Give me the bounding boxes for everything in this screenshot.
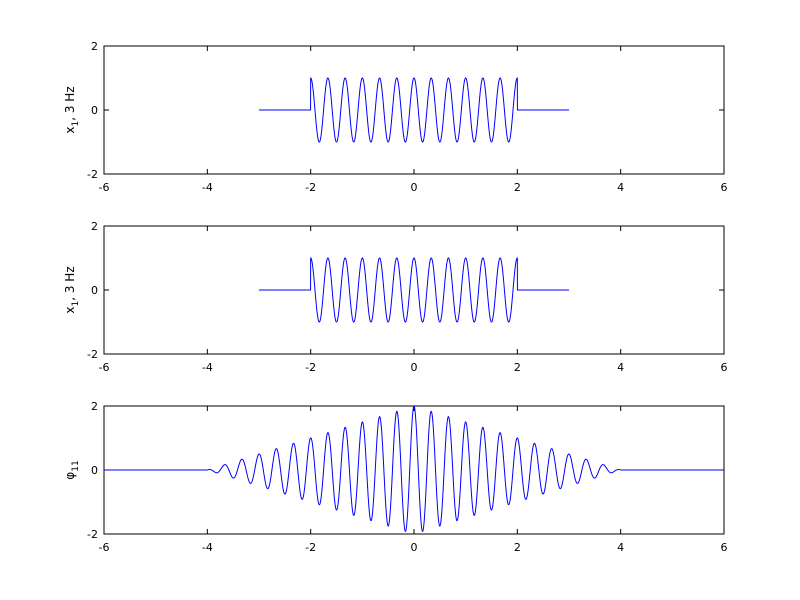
- x-tick-label: 0: [411, 361, 418, 374]
- y-tick-label: 0: [91, 104, 98, 117]
- x-tick-label: 2: [514, 181, 521, 194]
- x-tick-label: 4: [617, 361, 624, 374]
- x-tick-label: -4: [202, 361, 213, 374]
- x-tick-label: 2: [514, 541, 521, 554]
- x-tick-label: -4: [202, 541, 213, 554]
- y-tick-label: 0: [91, 284, 98, 297]
- y-tick-label: 2: [91, 400, 98, 413]
- y-tick-label: -2: [87, 168, 98, 181]
- x-tick-label: 4: [617, 541, 624, 554]
- series-line: [259, 257, 569, 323]
- x-tick-label: -2: [305, 541, 316, 554]
- series-line: [104, 406, 724, 532]
- axes-frame: [103, 45, 725, 175]
- x-tick-label: 2: [514, 361, 521, 374]
- x-tick-label: 0: [411, 181, 418, 194]
- y-tick-label: 2: [91, 40, 98, 53]
- x-tick-label: 6: [721, 181, 728, 194]
- x-tick-label: 6: [721, 361, 728, 374]
- y-axis-label: x1, 3 Hz: [63, 266, 81, 313]
- x-tick-label: -6: [99, 541, 110, 554]
- subplot-1: -6 -4 -2 0 2 4 6 -2 0 2 x1, 3 Hz: [63, 40, 728, 194]
- x-tick-label: -4: [202, 181, 213, 194]
- y-tick-label: 0: [91, 464, 98, 477]
- y-tick-label: -2: [87, 348, 98, 361]
- x-tick-label: -6: [99, 361, 110, 374]
- x-tick-label: 4: [617, 181, 624, 194]
- series-line: [259, 77, 569, 143]
- x-tick-label: 6: [721, 541, 728, 554]
- subplot-3: -6 -4 -2 0 2 4 6 -2 0 2 φ11: [63, 400, 728, 554]
- y-tick-label: 2: [91, 220, 98, 233]
- x-tick-label: -6: [99, 181, 110, 194]
- x-tick-label: -2: [305, 361, 316, 374]
- y-axis-label: φ11: [63, 460, 81, 479]
- axes-frame: [103, 225, 725, 355]
- x-tick-label: 0: [411, 541, 418, 554]
- subplot-2: -6 -4 -2 0 2 4 6 -2 0 2 x1, 3 Hz: [63, 220, 728, 374]
- y-tick-label: -2: [87, 528, 98, 541]
- x-tick-label: -2: [305, 181, 316, 194]
- y-axis-label: x1, 3 Hz: [63, 86, 81, 133]
